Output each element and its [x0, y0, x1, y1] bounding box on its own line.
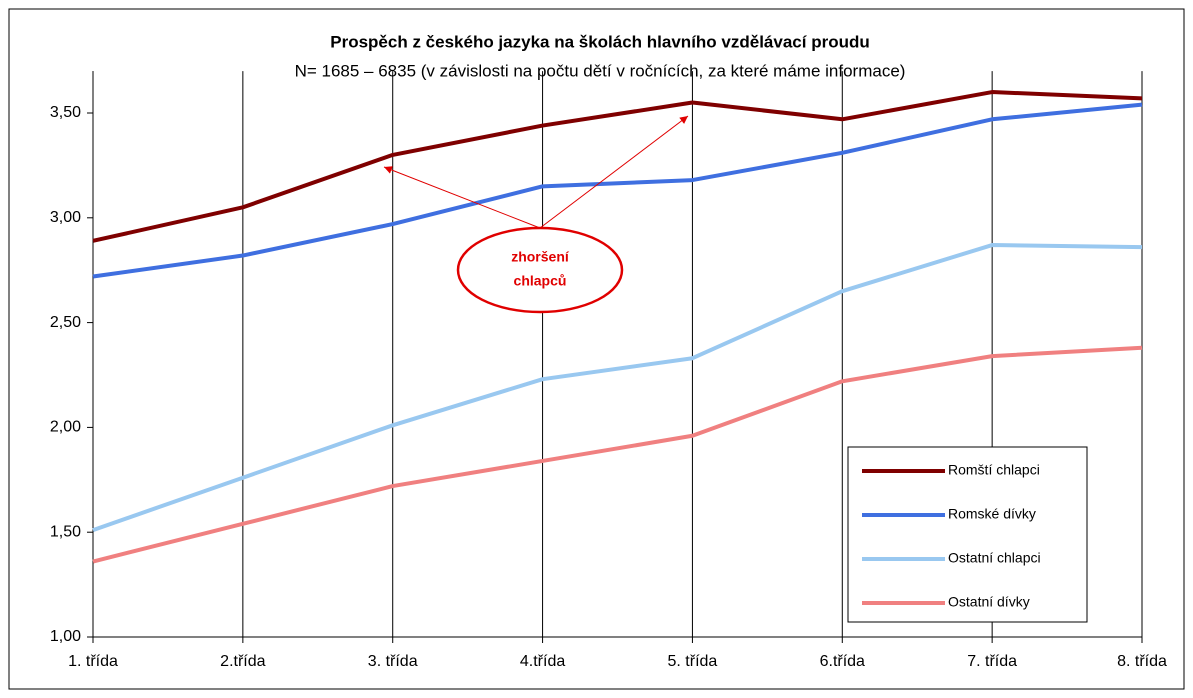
chart-subtitle: N= 1685 – 6835 (v závislosti na počtu dě…: [295, 61, 906, 80]
series-line: [92, 345, 1143, 564]
annotation-arrow: [539, 115, 689, 229]
x-tick-label: 7. třída: [967, 653, 1017, 670]
y-tick-label: 2,50: [50, 314, 81, 331]
x-tick-label: 4.třída: [520, 653, 565, 670]
annotation-text: chlapců: [514, 273, 567, 289]
legend-box: [847, 446, 1088, 623]
x-tick-label: 8. třída: [1117, 653, 1167, 670]
y-tick-label: 2,00: [50, 419, 81, 436]
legend-text: Romské dívky: [948, 506, 1036, 522]
legend-text: Romští chlapci: [948, 462, 1040, 478]
x-tick-label: 6.třída: [820, 653, 865, 670]
y-tick-label: 3,50: [50, 104, 81, 121]
x-tick-label: 2.třída: [220, 653, 265, 670]
series-line: [92, 243, 1143, 532]
chart-title: Prospěch z českého jazyka na školách hla…: [330, 32, 869, 51]
legend-text: Ostatní chlapci: [948, 550, 1041, 566]
series-line: [92, 102, 1143, 279]
x-tick-label: 5. třída: [668, 653, 718, 670]
legend-text: Ostatní dívky: [948, 594, 1030, 610]
y-tick-label: 1,00: [50, 628, 81, 645]
y-tick-label: 3,00: [50, 209, 81, 226]
x-tick-label: 1. třída: [68, 653, 118, 670]
y-tick-label: 1,50: [50, 523, 81, 540]
annotation-text: zhoršení: [511, 249, 570, 265]
series-line: [92, 90, 1143, 243]
annotation-arrow: [383, 166, 541, 229]
annotation-ellipse: [456, 226, 624, 314]
x-tick-label: 3. třída: [368, 653, 418, 670]
